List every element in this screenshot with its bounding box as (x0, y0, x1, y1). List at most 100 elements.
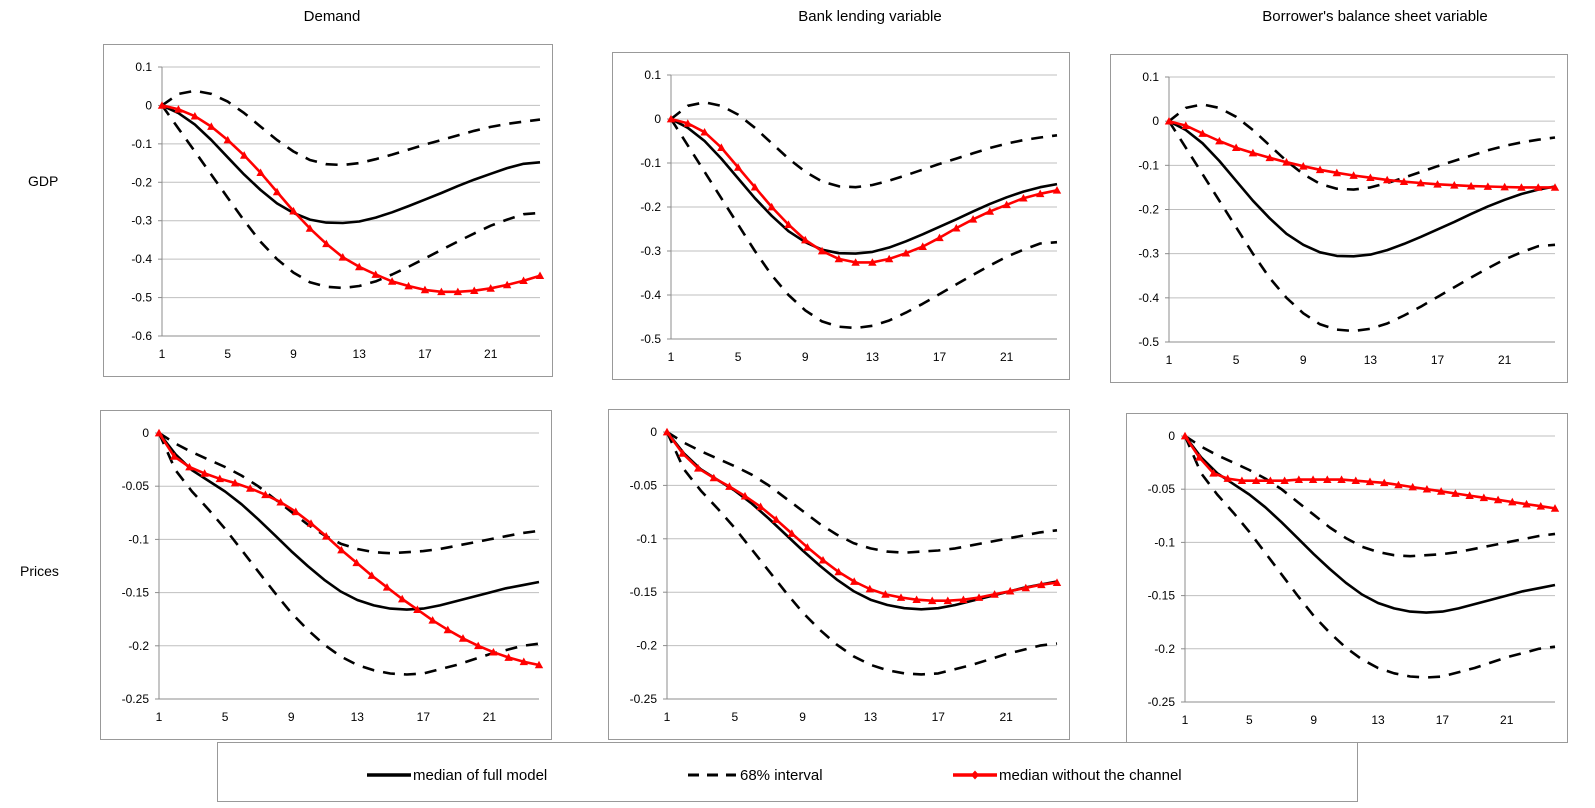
gdp-borrower-marker-without (1349, 171, 1358, 179)
prices-borrower-y-tick-label: -0.05 (1148, 482, 1176, 496)
prices-borrower-y-tick-label: -0.25 (1148, 695, 1176, 709)
prices-borrower-series-upper (1184, 434, 1556, 558)
column-title-bank-lending: Bank lending variable (798, 8, 942, 25)
gdp-bank-marker-without (1036, 189, 1045, 198)
prices-bank-marker-without (974, 593, 984, 601)
prices-borrower-marker-without (1479, 493, 1489, 502)
gdp-borrower-x-tick-label: 21 (1498, 353, 1512, 367)
gdp-borrower-y-tick-label: 0.1 (1142, 70, 1159, 84)
prices-bank-marker-without (1006, 586, 1015, 595)
prices-borrower-y-tick-label: 0 (1168, 429, 1175, 443)
gdp-borrower-y-tick-label: -0.1 (1138, 158, 1159, 172)
gdp-borrower-marker-without (1332, 168, 1342, 177)
prices-borrower-marker-without (1536, 502, 1545, 510)
gdp-borrower-marker-without (1265, 153, 1274, 162)
gdp-bank-marker-without (817, 246, 827, 255)
legend: median of full model 68% interval median… (217, 742, 1358, 802)
prices-demand-x-tick-label: 21 (483, 710, 497, 724)
legend-label-interval: 68% interval (740, 766, 823, 784)
prices-bank-series-full (665, 431, 1058, 611)
prices-bank-x-tick-label: 21 (999, 710, 1013, 724)
prices-bank-marker-without (803, 543, 812, 551)
prices-demand-marker-without (413, 605, 422, 613)
prices-bank-series-upper (666, 430, 1058, 554)
gdp-borrower-marker-without (1534, 183, 1543, 191)
prices-borrower-marker-without (1493, 495, 1503, 504)
prices-borrower-x-tick-label: 21 (1500, 713, 1514, 727)
gdp-bank-x-tick-label: 17 (933, 350, 947, 364)
prices-borrower-marker-without (1209, 469, 1218, 477)
prices-demand-marker-without (306, 519, 316, 527)
prices-borrower-marker-without (1508, 497, 1517, 506)
gdp-bank-marker-without (901, 249, 911, 257)
gdp-borrower-y-tick-label: 0 (1152, 114, 1159, 128)
gdp-bank-series-full (670, 117, 1058, 255)
prices-demand-marker-without (519, 657, 528, 666)
legend-swatch-interval (688, 773, 736, 777)
prices-demand-x-tick-label: 9 (288, 710, 295, 724)
gdp-demand-marker-without (486, 284, 495, 292)
gdp-borrower-x-tick-label: 17 (1431, 353, 1445, 367)
gdp-bank-x-tick-label: 5 (735, 350, 742, 364)
gdp-bank-y-tick-label: -0.3 (640, 244, 661, 258)
gdp-demand-series-full (161, 104, 541, 225)
gdp-demand-marker-without (387, 277, 397, 285)
prices-demand-marker-without (276, 497, 285, 506)
prices-demand-marker-without (291, 507, 300, 516)
gdp-bank-y-tick-label: -0.5 (640, 332, 661, 346)
gdp-demand-y-tick-label: -0.5 (131, 291, 152, 305)
gdp-demand-y-tick-label: -0.1 (131, 137, 152, 151)
gdp-bank-y-tick-label: -0.1 (640, 156, 661, 170)
prices-demand-marker-without (261, 490, 270, 499)
prices-bank-marker-without (787, 529, 796, 537)
prices-bank-marker-without (662, 427, 672, 436)
gdp-bank-series-upper (670, 101, 1058, 189)
gdp-borrower-marker-without (1382, 175, 1392, 184)
gdp-borrower-series-upper (1168, 103, 1556, 191)
prices-borrower-y-tick-label: -0.1 (1154, 535, 1175, 549)
gdp-demand-marker-without (239, 151, 249, 159)
gdp-bank-y-tick-label: 0.1 (644, 68, 661, 82)
gdp-borrower-marker-without (1248, 148, 1258, 157)
prices-demand-y-tick-label: 0 (142, 426, 149, 440)
gdp-bank-marker-without (767, 202, 776, 211)
gdp-bank-marker-without (784, 220, 793, 228)
prices-bank-marker-without (678, 449, 687, 457)
legend-item-full: median of full model (367, 765, 547, 785)
gdp-demand-marker-without (470, 286, 479, 295)
gdp-bank-y-tick-label: -0.2 (640, 200, 661, 214)
prices-demand-y-tick-label: -0.25 (122, 692, 150, 706)
gdp-borrower-series-lower (1167, 120, 1556, 333)
prices-borrower-marker-without (1394, 480, 1403, 489)
prices-bank-marker-without (865, 584, 874, 593)
column-title-demand: Demand (303, 8, 361, 25)
gdp-borrower-marker-without (1416, 178, 1425, 187)
gdp-demand-marker-without (437, 287, 446, 296)
prices-borrower-x-tick-label: 1 (1182, 713, 1189, 727)
gdp-demand-x-tick-label: 21 (484, 347, 498, 361)
prices-bank-marker-without (912, 595, 921, 604)
prices-borrower-marker-without (1323, 475, 1332, 483)
prices-demand-marker-without (367, 571, 376, 579)
prices-bank-y-tick-label: 0 (650, 425, 657, 439)
prices-bank-y-tick-label: -0.25 (630, 692, 658, 706)
prices-borrower-marker-without (1380, 478, 1389, 487)
prices-bank-x-tick-label: 1 (664, 710, 671, 724)
gdp-demand-marker-without (371, 270, 380, 278)
prices-borrower-marker-without (1465, 491, 1474, 499)
prices-bank-x-tick-label: 5 (731, 710, 738, 724)
gdp-bank-series-lower (669, 118, 1058, 330)
gdp-bank-x-tick-label: 1 (668, 350, 675, 364)
row-label-gdp: GDP (28, 173, 59, 189)
gdp-bank-marker-without (952, 223, 961, 232)
prices-bank-marker-without (709, 473, 718, 482)
prices-demand-marker-without (246, 484, 255, 492)
gdp-bank-marker-without (700, 128, 709, 136)
legend-item-without: median without the channel (953, 765, 1182, 785)
prices-demand-x-tick-label: 1 (156, 710, 163, 724)
prices-borrower-marker-without (1195, 453, 1204, 461)
prices-bank-y-tick-label: -0.2 (636, 639, 657, 653)
chart-svg-gdp-bank: 0.1 0 -0.1 -0.2 -0.3 -0.4 -0.5 1 5 9 13 17 21 (640, 68, 1062, 364)
gdp-demand-marker-without (272, 187, 282, 196)
prices-demand-y-tick-label: -0.2 (128, 639, 149, 653)
